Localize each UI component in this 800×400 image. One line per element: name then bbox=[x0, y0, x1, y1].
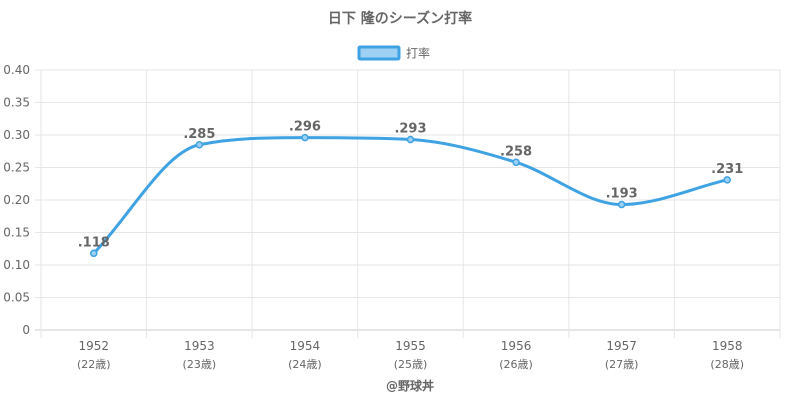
data-label: .293 bbox=[394, 122, 426, 137]
y-tick-label: 0.15 bbox=[3, 226, 30, 240]
y-tick-label: 0.20 bbox=[3, 193, 30, 207]
legend-swatch[interactable] bbox=[357, 45, 401, 61]
y-tick-label: 0.10 bbox=[3, 258, 30, 272]
y-tick-label: 0.30 bbox=[3, 128, 30, 142]
x-tick-sublabel: (22歳) bbox=[77, 358, 111, 371]
x-tick-sublabel: (27歳) bbox=[605, 358, 639, 371]
data-label: .193 bbox=[606, 187, 638, 202]
y-tick-label: 0.35 bbox=[3, 96, 30, 110]
data-point[interactable] bbox=[617, 200, 626, 209]
x-tick-label: 1952 bbox=[79, 339, 110, 353]
data-label: .258 bbox=[500, 144, 532, 159]
x-tick-sublabel: (26歳) bbox=[499, 358, 533, 371]
data-point[interactable] bbox=[512, 158, 520, 167]
x-tick-sublabel: (28歳) bbox=[710, 358, 744, 371]
y-tick-label: 0.25 bbox=[3, 161, 30, 175]
x-axis-ticks: 1952 (22歳) 1953 (23歳) 1954 (24歳) 1955 (25歳) 1956… bbox=[77, 339, 744, 371]
x-tick-label: 1954 bbox=[290, 339, 321, 353]
x-tick-label: 1957 bbox=[606, 339, 637, 353]
x-tick-label: 1955 bbox=[395, 339, 426, 353]
x-tick-label: 1958 bbox=[712, 339, 743, 353]
y-axis-ticks: 0 0.05 0.10 0.15 0.20 0.25 0.30 0.35 0.40 bbox=[3, 63, 30, 337]
data-point[interactable] bbox=[90, 249, 98, 258]
data-points[interactable] bbox=[90, 133, 731, 258]
y-tick-label: 0.40 bbox=[3, 63, 30, 77]
data-labels: .118 .285 .296 .293 .258 .193 .231 bbox=[78, 120, 744, 251]
legend[interactable]: 打率 bbox=[357, 45, 430, 61]
x-tick-sublabel: (24歳) bbox=[288, 358, 322, 371]
x-tick-label: 1953 bbox=[184, 339, 215, 353]
credit-label: @野球丼 bbox=[386, 378, 434, 393]
data-point[interactable] bbox=[195, 141, 204, 149]
y-tick-label: 0.05 bbox=[3, 291, 30, 305]
grid bbox=[35, 69, 781, 338]
data-point[interactable] bbox=[301, 133, 309, 142]
data-label: .296 bbox=[289, 120, 321, 135]
x-tick-sublabel: (25歳) bbox=[394, 358, 428, 371]
data-point[interactable] bbox=[406, 135, 415, 144]
x-tick-label: 1956 bbox=[501, 339, 532, 353]
legend-label[interactable]: 打率 bbox=[406, 46, 430, 61]
data-label: .285 bbox=[183, 127, 215, 142]
x-tick-sublabel: (23歳) bbox=[183, 358, 217, 371]
chart-title: 日下 隆のシーズン打率 bbox=[328, 10, 472, 27]
data-point[interactable] bbox=[723, 176, 731, 184]
y-tick-label: 0 bbox=[22, 323, 30, 337]
data-label: .118 bbox=[78, 235, 110, 250]
data-label: .231 bbox=[711, 162, 743, 177]
